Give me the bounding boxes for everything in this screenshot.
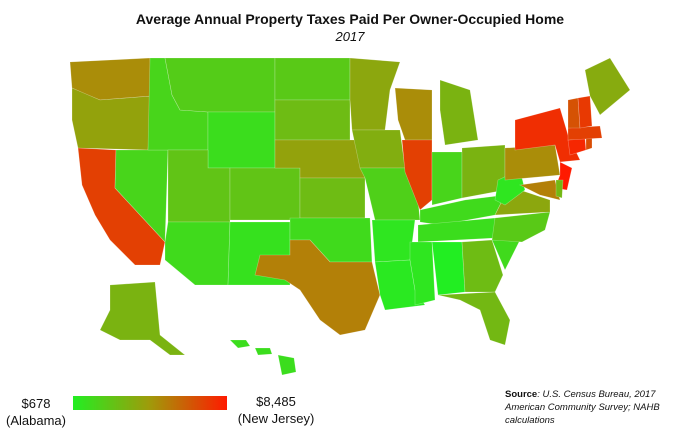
- state-tx: [254, 239, 381, 336]
- state-mt: [164, 57, 276, 113]
- state-ks: [299, 177, 366, 219]
- state-ga: [461, 239, 504, 293]
- legend-max-label: $8,485 (New Jersey): [236, 393, 316, 427]
- chart-subtitle: 2017: [335, 29, 365, 44]
- state-hi: [229, 339, 297, 376]
- chart-title: Average Annual Property Taxes Paid Per O…: [135, 11, 565, 27]
- state-ma: [567, 125, 603, 141]
- state-sd: [274, 99, 351, 141]
- legend-min-state: (Alabama): [6, 413, 66, 428]
- state-az: [164, 221, 231, 286]
- legend-max-value: $8,485: [256, 394, 296, 409]
- source-note: Source: U.S. Census Bureau, 2017 America…: [505, 388, 695, 427]
- state-mi: [439, 79, 479, 146]
- source-label: Source: [505, 389, 538, 400]
- state-mn: [349, 57, 401, 131]
- state-ct: [567, 137, 587, 156]
- state-nd: [274, 57, 351, 101]
- state-nh: [577, 95, 593, 129]
- state-in: [431, 151, 463, 206]
- state-fl: [437, 291, 511, 346]
- legend-max-state: (New Jersey): [237, 411, 315, 426]
- legend-min-value: $678: [21, 396, 51, 411]
- state-al: [431, 241, 466, 296]
- state-me: [584, 57, 631, 116]
- state-nc: [491, 211, 551, 243]
- legend-color-bar: [73, 396, 227, 410]
- state-ak: [99, 281, 186, 356]
- state-ny: [514, 107, 581, 163]
- source-text: : U.S. Census Bureau, 2017 American Comm…: [505, 389, 660, 426]
- state-de: [555, 179, 564, 199]
- state-pa: [504, 144, 561, 181]
- state-wy: [207, 111, 276, 169]
- state-il: [401, 139, 433, 211]
- state-md: [519, 179, 561, 201]
- state-ia: [351, 129, 406, 169]
- state-co: [229, 167, 301, 221]
- legend-min-label: $678 (Alabama): [6, 395, 66, 429]
- state-ri: [585, 137, 593, 151]
- state-ar: [371, 219, 416, 263]
